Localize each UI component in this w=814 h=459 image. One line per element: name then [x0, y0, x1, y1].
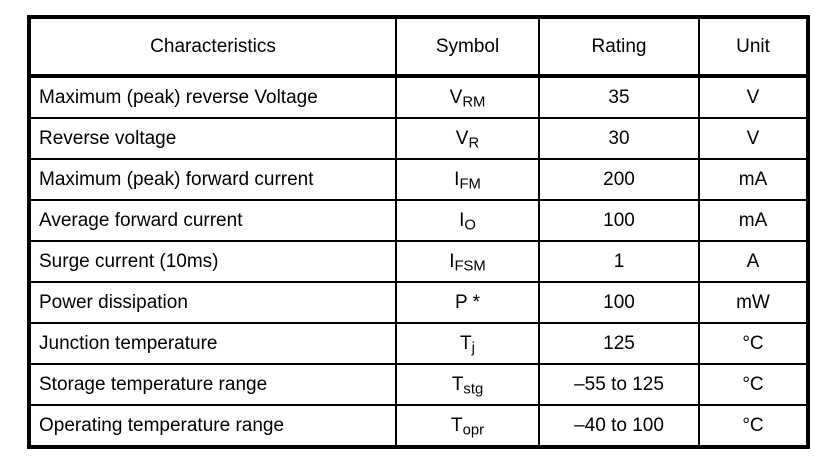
table-row: Power dissipation P * 100 mW	[28, 281, 809, 324]
table-row: Surge current (10ms) IFSM 1 A	[28, 240, 809, 283]
unit-cell: A	[698, 240, 809, 283]
col-header-rating: Rating	[538, 16, 700, 78]
rating-cell: 35	[538, 75, 700, 119]
col-header-characteristics: Characteristics	[28, 16, 397, 78]
rating-cell: –55 to 125	[538, 363, 700, 406]
symbol-cell: IFSM	[395, 240, 540, 283]
unit-cell: °C	[698, 322, 809, 365]
rating-cell: 100	[538, 281, 700, 324]
table-row: Storage temperature range Tstg –55 to 12…	[28, 363, 809, 406]
symbol-subscript: j	[471, 339, 475, 356]
unit-cell: V	[698, 75, 809, 119]
symbol-cell: VR	[395, 117, 540, 160]
symbol-cell: P *	[395, 281, 540, 324]
symbol-cell: IFM	[395, 158, 540, 201]
table-row: Junction temperature Tj 125 °C	[28, 322, 809, 365]
characteristic-cell: Storage temperature range	[28, 363, 397, 406]
symbol-subscript: FM	[459, 175, 481, 192]
characteristic-cell: Reverse voltage	[28, 117, 397, 160]
absolute-maximum-ratings-table: Characteristics Symbol Rating Unit Maxim…	[27, 15, 810, 449]
symbol-subscript: opr	[462, 421, 485, 438]
characteristic-cell: Power dissipation	[28, 281, 397, 324]
rating-cell: 125	[538, 322, 700, 365]
unit-cell: mA	[698, 199, 809, 242]
characteristic-cell: Maximum (peak) forward current	[28, 158, 397, 201]
unit-cell: V	[698, 117, 809, 160]
symbol-subscript: FSM	[454, 257, 486, 274]
rating-cell: 200	[538, 158, 700, 201]
characteristic-cell: Maximum (peak) reverse Voltage	[28, 75, 397, 119]
symbol-subscript: RM	[462, 93, 486, 110]
ratings-table-container: Characteristics Symbol Rating Unit Maxim…	[27, 15, 810, 449]
unit-cell: °C	[698, 404, 809, 448]
symbol-cell: Tj	[395, 322, 540, 365]
characteristic-cell: Surge current (10ms)	[28, 240, 397, 283]
characteristic-cell: Average forward current	[28, 199, 397, 242]
rating-cell: 100	[538, 199, 700, 242]
characteristic-cell: Junction temperature	[28, 322, 397, 365]
symbol-cell: IO	[395, 199, 540, 242]
characteristic-cell: Operating temperature range	[28, 404, 397, 448]
rating-cell: –40 to 100	[538, 404, 700, 448]
col-header-symbol: Symbol	[395, 16, 540, 78]
unit-cell: °C	[698, 363, 809, 406]
table-body: Maximum (peak) reverse Voltage VRM 35 V …	[28, 75, 809, 448]
rating-cell: 1	[538, 240, 700, 283]
table-row: Maximum (peak) forward current IFM 200 m…	[28, 158, 809, 201]
unit-cell: mA	[698, 158, 809, 201]
symbol-cell: Tstg	[395, 363, 540, 406]
table-row: Reverse voltage VR 30 V	[28, 117, 809, 160]
table-header-row: Characteristics Symbol Rating Unit	[28, 16, 809, 78]
rating-cell: 30	[538, 117, 700, 160]
unit-cell: mW	[698, 281, 809, 324]
table-row: Maximum (peak) reverse Voltage VRM 35 V	[28, 75, 809, 119]
table-row: Operating temperature range Topr –40 to …	[28, 404, 809, 448]
col-header-unit: Unit	[698, 16, 809, 78]
table-row: Average forward current IO 100 mA	[28, 199, 809, 242]
symbol-subscript: O	[464, 216, 476, 233]
symbol-cell: Topr	[395, 404, 540, 448]
symbol-subscript: stg	[463, 380, 484, 397]
symbol-subscript: R	[468, 134, 480, 151]
symbol-cell: VRM	[395, 75, 540, 119]
